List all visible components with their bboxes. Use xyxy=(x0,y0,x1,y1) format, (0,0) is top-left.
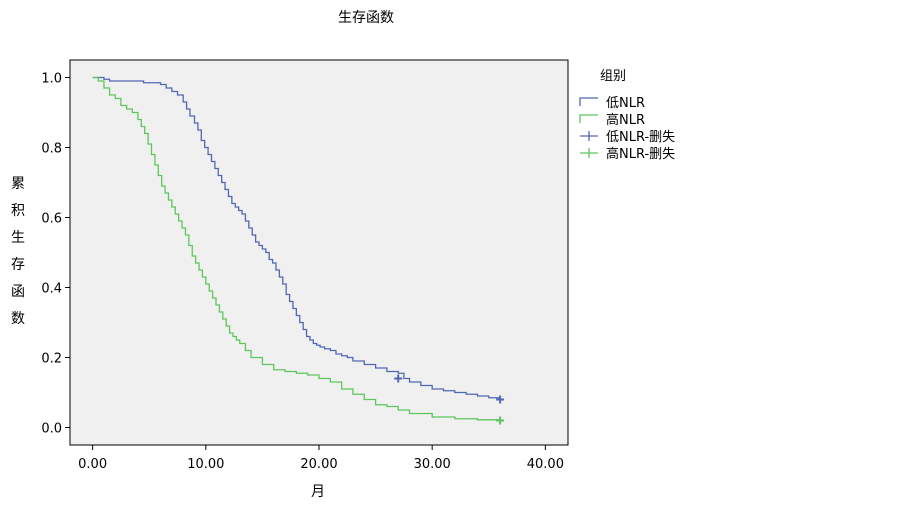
legend-entry: 低NLR-删失 xyxy=(580,130,675,145)
series-layer xyxy=(92,76,505,425)
legend-label: 低NLR-删失 xyxy=(606,130,675,145)
y-tick-label: 0.6 xyxy=(41,212,62,227)
legend-label: 高NLR-删失 xyxy=(606,146,675,162)
y-tick-label: 0.8 xyxy=(41,142,62,157)
legend-line-swatch xyxy=(579,97,598,106)
x-tick-label: 10.00 xyxy=(187,457,224,472)
x-tick-label: 40.00 xyxy=(527,457,564,472)
legend-line-swatch xyxy=(579,114,598,123)
x-axis: 0.00 10.00 20.00 30.00 40.00 xyxy=(78,445,564,472)
legend-title: 组别 xyxy=(600,69,626,84)
legend-entry: 低NLR xyxy=(579,96,645,111)
y-tick-label: 0.4 xyxy=(41,282,62,297)
series-line-0 xyxy=(92,76,501,400)
x-tick-label: 20.00 xyxy=(300,457,337,472)
legend-entry: 高NLR-删失 xyxy=(580,146,675,162)
legend-label: 高NLR xyxy=(606,112,645,128)
censor-mark xyxy=(394,374,403,383)
y-axis-title: 累积生存函数 xyxy=(11,176,25,327)
series-line-1 xyxy=(92,76,501,421)
x-tick-label: 30.00 xyxy=(414,457,451,472)
censor-mark xyxy=(496,395,505,404)
y-tick-label: 0.0 xyxy=(41,422,62,437)
y-tick-label: 0.2 xyxy=(41,352,62,367)
x-tick-label: 0.00 xyxy=(78,457,107,472)
plot-area xyxy=(69,59,569,446)
censor-mark xyxy=(496,416,505,425)
legend-label: 低NLR xyxy=(606,96,645,111)
y-tick-label: 1.0 xyxy=(41,72,62,87)
legend-entry: 高NLR xyxy=(579,112,645,128)
chart-title: 生存函数 xyxy=(338,10,394,26)
x-axis-title: 月 xyxy=(311,484,325,500)
y-axis: 0.0 0.2 0.4 0.6 0.8 1.0 xyxy=(41,72,70,437)
